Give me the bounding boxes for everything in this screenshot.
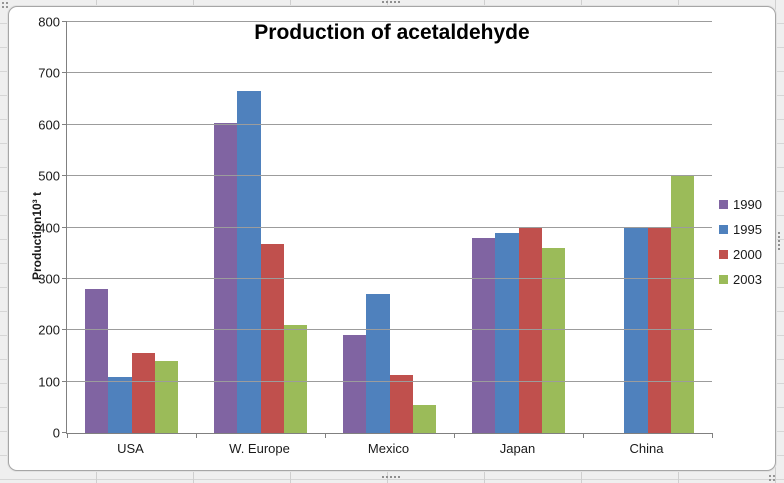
y-tick-label: 200 [38,322,60,338]
bar-2000-china[interactable] [647,227,671,433]
bar-group-usa [67,22,196,433]
chart-object[interactable]: Production of acetaldehyde Production10³… [8,6,776,471]
y-tick-mark [62,72,67,74]
category-label-mexico: Mexico [367,441,410,456]
resize-handle-top-center[interactable] [382,1,400,3]
legend: 1990 1995 2000 2003 [719,198,762,286]
y-tick-mark [62,175,67,177]
legend-item-2000[interactable]: 2000 [719,248,762,261]
legend-label: 2000 [733,247,762,262]
gridline [67,380,712,382]
legend-swatch-1995 [719,225,728,234]
legend-item-2003[interactable]: 2003 [719,273,762,286]
y-axis-labels: 0 100 200 300 400 500 600 700 800 [15,16,60,440]
legend-label: 1995 [733,222,762,237]
y-tick-label: 600 [38,117,60,133]
y-tick-mark [62,329,67,331]
gridline [67,277,712,279]
legend-swatch-2000 [719,250,728,259]
gridline [67,21,712,22]
bar-2000-w-europe[interactable] [260,243,284,433]
resize-handle-right-middle[interactable] [778,232,780,250]
plot-area [62,21,713,438]
y-tick-mark [62,380,67,382]
legend-item-1990[interactable]: 1990 [719,198,762,211]
bar-1995-mexico[interactable] [366,294,390,433]
gridline [67,175,712,177]
x-tick-mark [583,433,584,438]
category-label-w-europe: W. Europe [229,441,290,456]
bar-1995-japan[interactable] [495,232,519,433]
y-tick-label: 800 [38,14,60,30]
bar-2003-usa[interactable] [154,361,179,433]
gridline [67,226,712,228]
x-tick-mark [196,433,197,438]
legend-swatch-2003 [719,275,728,284]
bar-group-china [583,22,712,433]
bar-1995-w-europe[interactable] [237,91,261,433]
y-tick-label: 400 [38,220,60,235]
legend-item-1995[interactable]: 1995 [719,223,762,236]
bar-2000-mexico[interactable] [389,375,413,433]
gridline [67,123,712,125]
bar-1995-china[interactable] [624,227,648,433]
bar-2000-japan[interactable] [518,227,542,433]
category-labels: USA W. Europe Mexico Japan China [66,441,711,456]
y-tick-label: 0 [52,425,60,441]
bar-group-w-europe [196,22,325,433]
bar-2003-mexico[interactable] [412,404,437,433]
bar-1990-usa[interactable] [84,289,109,433]
bar-2003-japan[interactable] [541,248,566,433]
y-tick-mark [62,277,67,279]
bar-2003-w-europe[interactable] [283,325,308,433]
y-tick-label: 100 [38,374,60,390]
category-label-japan: Japan [499,441,536,456]
bar-1990-mexico[interactable] [342,335,367,433]
y-tick-mark [62,432,67,433]
bar-group-japan [454,22,583,433]
chart-title: Production of acetaldehyde [254,21,530,44]
legend-label: 2003 [733,272,762,287]
y-tick-mark [62,123,67,125]
y-tick-label: 300 [38,271,60,287]
y-tick-label: 700 [38,65,60,81]
resize-handle-top-left[interactable] [1,1,9,9]
bar-1995-usa[interactable] [108,376,132,433]
bar-groups [67,22,712,433]
bar-2003-china[interactable] [670,176,695,433]
legend-swatch-1990 [719,200,728,209]
bar-2000-usa[interactable] [131,353,155,433]
x-tick-mark [67,433,68,438]
x-tick-mark [454,433,455,438]
y-tick-label: 500 [38,168,60,184]
gridline [67,329,712,331]
y-tick-mark [62,21,67,22]
gridline [67,72,712,74]
category-label-usa: USA [117,441,144,456]
legend-label: 1990 [733,197,762,212]
bar-group-mexico [325,22,454,433]
x-tick-mark [325,433,326,438]
category-label-china: China [629,441,664,456]
y-tick-mark [62,226,67,228]
bar-1990-japan[interactable] [471,237,496,433]
resize-handle-bottom-center[interactable] [382,476,400,478]
resize-handle-bottom-right[interactable] [768,474,776,482]
x-tick-mark [712,433,713,438]
